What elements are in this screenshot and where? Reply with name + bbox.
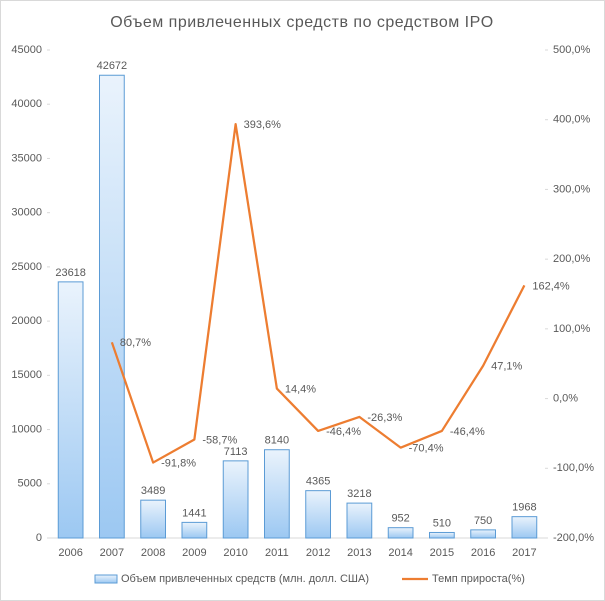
x-tick-label: 2007 bbox=[100, 547, 124, 559]
bar bbox=[511, 516, 538, 539]
x-tick-label: 2006 bbox=[58, 547, 82, 559]
x-tick-label: 2012 bbox=[306, 547, 330, 559]
y-tick-label: 15000 bbox=[11, 369, 42, 381]
line-value-label: 14,4% bbox=[285, 383, 316, 395]
line-value-label: -46,4% bbox=[326, 426, 361, 438]
bar-value-label: 4365 bbox=[306, 476, 330, 488]
bar bbox=[222, 460, 249, 539]
y-tick-label: 35000 bbox=[11, 152, 42, 164]
y2-tick-label: 400,0% bbox=[553, 114, 591, 126]
line-value-label: -26,3% bbox=[367, 412, 402, 424]
bar-value-label: 1968 bbox=[512, 502, 536, 514]
legend-swatch bbox=[94, 574, 118, 584]
bar bbox=[181, 521, 208, 539]
line-value-label: 80,7% bbox=[120, 337, 151, 349]
bar bbox=[264, 449, 290, 539]
line-value-label: -58,7% bbox=[202, 434, 237, 446]
bar bbox=[99, 74, 125, 539]
y2-tick-label: 500,0% bbox=[553, 44, 591, 56]
bar bbox=[470, 529, 496, 539]
y-tick-label: 10000 bbox=[11, 423, 42, 435]
line-value-label: -91,8% bbox=[161, 457, 196, 469]
bar-value-label: 750 bbox=[474, 515, 492, 527]
bar-value-label: 23618 bbox=[55, 267, 86, 279]
line-value-label: -70,4% bbox=[409, 443, 444, 455]
y2-tick-label: 0,0% bbox=[553, 392, 578, 404]
bar bbox=[346, 502, 373, 539]
bar-value-label: 42672 bbox=[97, 60, 128, 72]
bar bbox=[387, 527, 414, 539]
bar-value-label: 3489 bbox=[141, 485, 165, 497]
bar bbox=[305, 490, 331, 539]
x-tick-label: 2013 bbox=[347, 547, 371, 559]
x-tick-label: 2010 bbox=[223, 547, 247, 559]
chart-title: Объем привлеченных средств по средством … bbox=[110, 14, 494, 31]
bar-value-label: 8140 bbox=[265, 435, 289, 447]
x-tick-label: 2015 bbox=[430, 547, 454, 559]
line-value-label: -46,4% bbox=[450, 426, 485, 438]
legend-label: Темп прироста(%) bbox=[432, 573, 525, 585]
bar-value-label: 952 bbox=[391, 513, 409, 525]
y-tick-label: 0 bbox=[36, 532, 42, 544]
legend-label: Объем привлеченных средств (млн. долл. С… bbox=[121, 573, 369, 585]
y2-tick-label: 200,0% bbox=[553, 253, 591, 265]
bar-value-label: 3218 bbox=[347, 488, 371, 500]
x-tick-label: 2017 bbox=[512, 547, 536, 559]
bar bbox=[140, 499, 166, 539]
y2-tick-label: -200,0% bbox=[553, 532, 594, 544]
x-tick-label: 2011 bbox=[265, 547, 289, 559]
y-tick-label: 30000 bbox=[11, 207, 42, 219]
x-tick-label: 2009 bbox=[182, 547, 206, 559]
x-tick-label: 2014 bbox=[388, 547, 412, 559]
bar bbox=[429, 531, 455, 539]
y2-tick-label: -100,0% bbox=[553, 462, 594, 474]
y2-tick-label: 300,0% bbox=[553, 183, 591, 195]
y-tick-label: 25000 bbox=[11, 261, 42, 273]
bar bbox=[57, 281, 84, 539]
y2-tick-label: 100,0% bbox=[553, 323, 591, 335]
line-series bbox=[110, 123, 526, 464]
line-value-label: 47,1% bbox=[491, 361, 522, 373]
y-tick-label: 45000 bbox=[11, 44, 42, 56]
line-value-label: 393,6% bbox=[244, 119, 282, 131]
y-tick-label: 20000 bbox=[11, 315, 42, 327]
bar-value-label: 1441 bbox=[182, 507, 206, 519]
y-tick-label: 5000 bbox=[18, 478, 42, 490]
y-tick-label: 40000 bbox=[11, 98, 42, 110]
x-tick-label: 2008 bbox=[141, 547, 165, 559]
x-tick-label: 2016 bbox=[471, 547, 495, 559]
bar-value-label: 7113 bbox=[224, 446, 248, 458]
bar-value-label: 510 bbox=[433, 517, 451, 529]
line-value-label: 162,4% bbox=[532, 280, 570, 292]
